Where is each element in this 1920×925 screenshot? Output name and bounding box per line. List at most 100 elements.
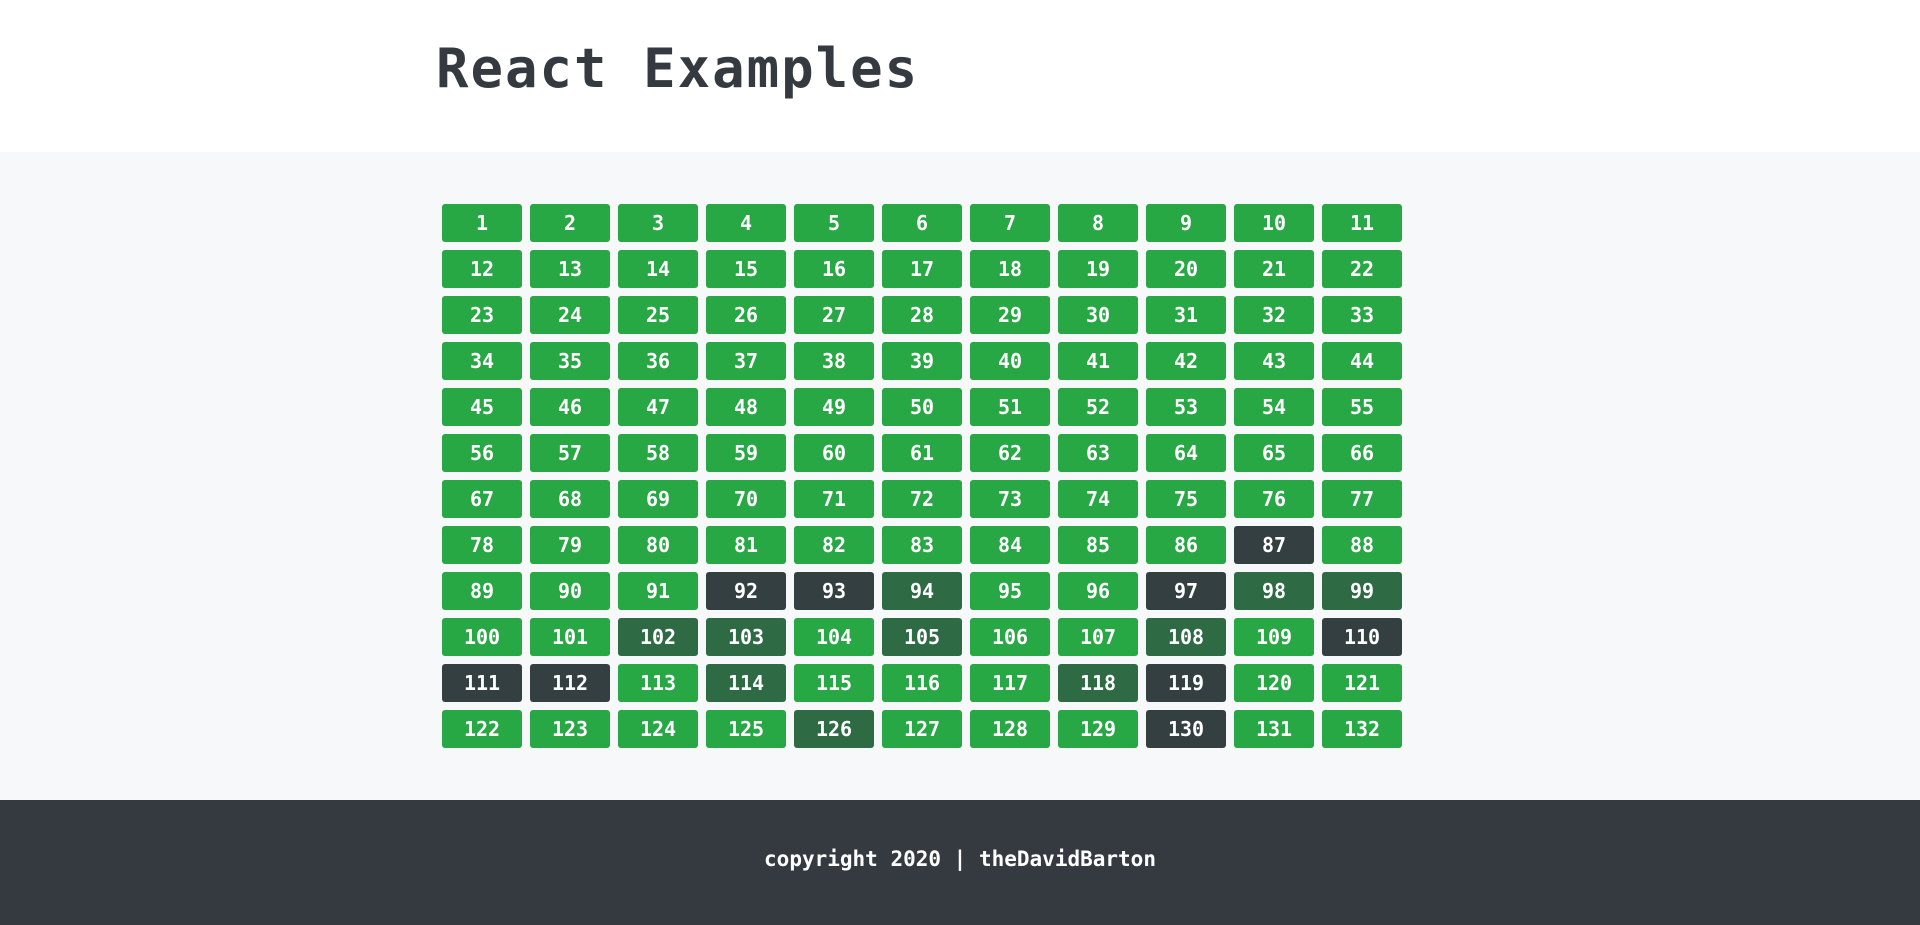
grid-cell-131[interactable]: 131 xyxy=(1234,710,1314,748)
grid-cell-113[interactable]: 113 xyxy=(618,664,698,702)
grid-cell-93[interactable]: 93 xyxy=(794,572,874,610)
grid-cell-64[interactable]: 64 xyxy=(1146,434,1226,472)
grid-cell-111[interactable]: 111 xyxy=(442,664,522,702)
grid-cell-2[interactable]: 2 xyxy=(530,204,610,242)
grid-cell-114[interactable]: 114 xyxy=(706,664,786,702)
grid-cell-115[interactable]: 115 xyxy=(794,664,874,702)
grid-cell-38[interactable]: 38 xyxy=(794,342,874,380)
grid-cell-88[interactable]: 88 xyxy=(1322,526,1402,564)
grid-cell-17[interactable]: 17 xyxy=(882,250,962,288)
grid-cell-34[interactable]: 34 xyxy=(442,342,522,380)
grid-cell-8[interactable]: 8 xyxy=(1058,204,1138,242)
grid-cell-25[interactable]: 25 xyxy=(618,296,698,334)
grid-cell-132[interactable]: 132 xyxy=(1322,710,1402,748)
grid-cell-108[interactable]: 108 xyxy=(1146,618,1226,656)
grid-cell-90[interactable]: 90 xyxy=(530,572,610,610)
grid-cell-43[interactable]: 43 xyxy=(1234,342,1314,380)
grid-cell-13[interactable]: 13 xyxy=(530,250,610,288)
grid-cell-109[interactable]: 109 xyxy=(1234,618,1314,656)
grid-cell-29[interactable]: 29 xyxy=(970,296,1050,334)
grid-cell-51[interactable]: 51 xyxy=(970,388,1050,426)
grid-cell-35[interactable]: 35 xyxy=(530,342,610,380)
grid-cell-85[interactable]: 85 xyxy=(1058,526,1138,564)
grid-cell-31[interactable]: 31 xyxy=(1146,296,1226,334)
grid-cell-127[interactable]: 127 xyxy=(882,710,962,748)
grid-cell-57[interactable]: 57 xyxy=(530,434,610,472)
grid-cell-70[interactable]: 70 xyxy=(706,480,786,518)
grid-cell-65[interactable]: 65 xyxy=(1234,434,1314,472)
grid-cell-45[interactable]: 45 xyxy=(442,388,522,426)
grid-cell-125[interactable]: 125 xyxy=(706,710,786,748)
grid-cell-89[interactable]: 89 xyxy=(442,572,522,610)
grid-cell-50[interactable]: 50 xyxy=(882,388,962,426)
grid-cell-61[interactable]: 61 xyxy=(882,434,962,472)
grid-cell-106[interactable]: 106 xyxy=(970,618,1050,656)
grid-cell-56[interactable]: 56 xyxy=(442,434,522,472)
grid-cell-12[interactable]: 12 xyxy=(442,250,522,288)
grid-cell-18[interactable]: 18 xyxy=(970,250,1050,288)
grid-cell-91[interactable]: 91 xyxy=(618,572,698,610)
grid-cell-14[interactable]: 14 xyxy=(618,250,698,288)
grid-cell-36[interactable]: 36 xyxy=(618,342,698,380)
grid-cell-39[interactable]: 39 xyxy=(882,342,962,380)
grid-cell-15[interactable]: 15 xyxy=(706,250,786,288)
grid-cell-128[interactable]: 128 xyxy=(970,710,1050,748)
grid-cell-26[interactable]: 26 xyxy=(706,296,786,334)
grid-cell-47[interactable]: 47 xyxy=(618,388,698,426)
grid-cell-53[interactable]: 53 xyxy=(1146,388,1226,426)
grid-cell-28[interactable]: 28 xyxy=(882,296,962,334)
grid-cell-55[interactable]: 55 xyxy=(1322,388,1402,426)
grid-cell-86[interactable]: 86 xyxy=(1146,526,1226,564)
grid-cell-121[interactable]: 121 xyxy=(1322,664,1402,702)
grid-cell-112[interactable]: 112 xyxy=(530,664,610,702)
grid-cell-99[interactable]: 99 xyxy=(1322,572,1402,610)
grid-cell-33[interactable]: 33 xyxy=(1322,296,1402,334)
grid-cell-78[interactable]: 78 xyxy=(442,526,522,564)
grid-cell-19[interactable]: 19 xyxy=(1058,250,1138,288)
grid-cell-23[interactable]: 23 xyxy=(442,296,522,334)
grid-cell-120[interactable]: 120 xyxy=(1234,664,1314,702)
grid-cell-68[interactable]: 68 xyxy=(530,480,610,518)
grid-cell-20[interactable]: 20 xyxy=(1146,250,1226,288)
grid-cell-94[interactable]: 94 xyxy=(882,572,962,610)
grid-cell-67[interactable]: 67 xyxy=(442,480,522,518)
grid-cell-83[interactable]: 83 xyxy=(882,526,962,564)
grid-cell-72[interactable]: 72 xyxy=(882,480,962,518)
grid-cell-11[interactable]: 11 xyxy=(1322,204,1402,242)
grid-cell-92[interactable]: 92 xyxy=(706,572,786,610)
grid-cell-5[interactable]: 5 xyxy=(794,204,874,242)
grid-cell-95[interactable]: 95 xyxy=(970,572,1050,610)
grid-cell-76[interactable]: 76 xyxy=(1234,480,1314,518)
grid-cell-124[interactable]: 124 xyxy=(618,710,698,748)
grid-cell-96[interactable]: 96 xyxy=(1058,572,1138,610)
grid-cell-30[interactable]: 30 xyxy=(1058,296,1138,334)
grid-cell-10[interactable]: 10 xyxy=(1234,204,1314,242)
grid-cell-105[interactable]: 105 xyxy=(882,618,962,656)
grid-cell-44[interactable]: 44 xyxy=(1322,342,1402,380)
grid-cell-81[interactable]: 81 xyxy=(706,526,786,564)
grid-cell-103[interactable]: 103 xyxy=(706,618,786,656)
grid-cell-21[interactable]: 21 xyxy=(1234,250,1314,288)
grid-cell-46[interactable]: 46 xyxy=(530,388,610,426)
grid-cell-48[interactable]: 48 xyxy=(706,388,786,426)
grid-cell-4[interactable]: 4 xyxy=(706,204,786,242)
grid-cell-49[interactable]: 49 xyxy=(794,388,874,426)
grid-cell-3[interactable]: 3 xyxy=(618,204,698,242)
grid-cell-24[interactable]: 24 xyxy=(530,296,610,334)
grid-cell-60[interactable]: 60 xyxy=(794,434,874,472)
grid-cell-71[interactable]: 71 xyxy=(794,480,874,518)
grid-cell-82[interactable]: 82 xyxy=(794,526,874,564)
grid-cell-118[interactable]: 118 xyxy=(1058,664,1138,702)
grid-cell-116[interactable]: 116 xyxy=(882,664,962,702)
grid-cell-1[interactable]: 1 xyxy=(442,204,522,242)
grid-cell-77[interactable]: 77 xyxy=(1322,480,1402,518)
grid-cell-117[interactable]: 117 xyxy=(970,664,1050,702)
grid-cell-104[interactable]: 104 xyxy=(794,618,874,656)
grid-cell-126[interactable]: 126 xyxy=(794,710,874,748)
grid-cell-42[interactable]: 42 xyxy=(1146,342,1226,380)
grid-cell-22[interactable]: 22 xyxy=(1322,250,1402,288)
grid-cell-59[interactable]: 59 xyxy=(706,434,786,472)
grid-cell-119[interactable]: 119 xyxy=(1146,664,1226,702)
grid-cell-66[interactable]: 66 xyxy=(1322,434,1402,472)
grid-cell-101[interactable]: 101 xyxy=(530,618,610,656)
